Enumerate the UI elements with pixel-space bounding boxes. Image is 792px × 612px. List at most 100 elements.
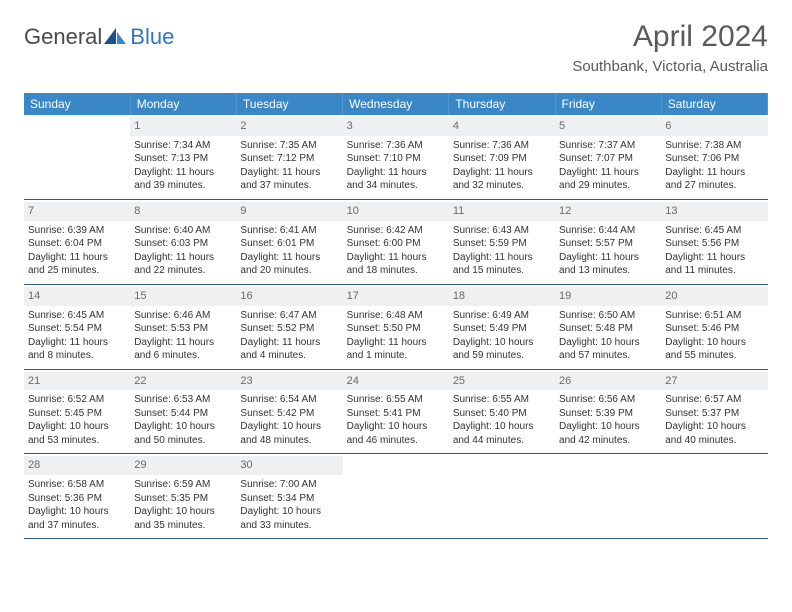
calendar-cell: 7Sunrise: 6:39 AMSunset: 6:04 PMDaylight… [24,199,130,284]
daylight-line-1: Daylight: 10 hours [453,336,551,350]
calendar-cell: 19Sunrise: 6:50 AMSunset: 5:48 PMDayligh… [555,284,661,369]
sunset-line: Sunset: 5:44 PM [134,407,232,421]
calendar-cell: 6 Sunrise: 7:38 AMSunset: 7:06 PMDaylight… [661,115,767,199]
day-number: 17 [343,287,449,306]
calendar-row: 28Sunrise: 6:58 AMSunset: 5:36 PMDayligh… [24,454,768,539]
calendar-cell [24,115,130,199]
daylight-line-2: and 40 minutes. [665,434,763,448]
day-number: 22 [130,372,236,391]
calendar-cell: 9Sunrise: 6:41 AMSunset: 6:01 PMDaylight… [236,199,342,284]
daylight-line-2: and 48 minutes. [240,434,338,448]
sunset-line: Sunset: 7:06 PM [665,152,763,166]
sunset-line: Sunset: 7:07 PM [559,152,657,166]
day-number: 29 [130,456,236,475]
calendar-cell: 5 Sunrise: 7:37 AMSunset: 7:07 PMDaylight… [555,115,661,199]
sunrise-line: Sunrise: 7:35 AM [240,139,338,153]
sunrise-line: Sunrise: 6:40 AM [134,224,232,238]
sunrise-line: Sunrise: 7:38 AM [665,139,763,153]
sunset-line: Sunset: 5:42 PM [240,407,338,421]
calendar-cell [343,454,449,539]
sunset-line: Sunset: 7:10 PM [347,152,445,166]
sunrise-line: Sunrise: 6:53 AM [134,393,232,407]
calendar-cell: 29Sunrise: 6:59 AMSunset: 5:35 PMDayligh… [130,454,236,539]
calendar-cell: 10Sunrise: 6:42 AMSunset: 6:00 PMDayligh… [343,199,449,284]
daylight-line-2: and 37 minutes. [240,179,338,193]
daylight-line-1: Daylight: 11 hours [240,166,338,180]
day-number: 18 [449,287,555,306]
calendar-cell: 21Sunrise: 6:52 AMSunset: 5:45 PMDayligh… [24,369,130,454]
sunrise-line: Sunrise: 6:45 AM [28,309,126,323]
calendar-cell: 22 Sunrise: 6:53 AMSunset: 5:44 PMDayligh… [130,369,236,454]
sunset-line: Sunset: 6:01 PM [240,237,338,251]
daylight-line-2: and 44 minutes. [453,434,551,448]
calendar-cell: 27Sunrise: 6:57 AMSunset: 5:37 PMDayligh… [661,369,767,454]
sunrise-line: Sunrise: 6:49 AM [453,309,551,323]
sunrise-line: Sunrise: 6:55 AM [347,393,445,407]
sunrise-line: Sunrise: 6:59 AM [134,478,232,492]
daylight-line-2: and 39 minutes. [134,179,232,193]
calendar-cell: 24Sunrise: 6:55 AMSunset: 5:41 PMDayligh… [343,369,449,454]
day-number: 11 [449,202,555,221]
day-number: 20 [661,287,767,306]
calendar-cell [661,454,767,539]
daylight-line-2: and 42 minutes. [559,434,657,448]
daylight-line-1: Daylight: 11 hours [453,251,551,265]
daylight-line-2: and 29 minutes. [559,179,657,193]
day-number: 7 [24,202,130,221]
sunset-line: Sunset: 5:36 PM [28,492,126,506]
sunrise-line: Sunrise: 6:48 AM [347,309,445,323]
logo: General Blue [24,24,174,50]
sunset-line: Sunset: 5:40 PM [453,407,551,421]
day-number: 24 [343,372,449,391]
day-number: 9 [236,202,342,221]
sunrise-line: Sunrise: 6:51 AM [665,309,763,323]
daylight-line-1: Daylight: 10 hours [347,420,445,434]
calendar-cell: 23Sunrise: 6:54 AMSunset: 5:42 PMDayligh… [236,369,342,454]
day-number: 4 [449,117,555,136]
daylight-line-2: and 4 minutes. [240,349,338,363]
daylight-line-2: and 1 minute. [347,349,445,363]
day-number: 5 [555,117,661,136]
location-text: Southbank, Victoria, Australia [572,58,768,75]
sunrise-line: Sunrise: 7:37 AM [559,139,657,153]
sunset-line: Sunset: 5:52 PM [240,322,338,336]
day-number: 26 [555,372,661,391]
sunset-line: Sunset: 5:54 PM [28,322,126,336]
daylight-line-1: Daylight: 11 hours [559,166,657,180]
weekday-thursday: Thursday [449,93,555,115]
sunrise-line: Sunrise: 6:56 AM [559,393,657,407]
sunrise-line: Sunrise: 6:50 AM [559,309,657,323]
sunset-line: Sunset: 5:39 PM [559,407,657,421]
calendar-cell: 26Sunrise: 6:56 AMSunset: 5:39 PMDayligh… [555,369,661,454]
daylight-line-1: Daylight: 11 hours [665,251,763,265]
day-number: 6 [661,117,767,136]
sunrise-line: Sunrise: 6:58 AM [28,478,126,492]
daylight-line-1: Daylight: 10 hours [28,420,126,434]
sunset-line: Sunset: 7:12 PM [240,152,338,166]
sunrise-line: Sunrise: 7:36 AM [453,139,551,153]
sunrise-line: Sunrise: 7:00 AM [240,478,338,492]
weekday-friday: Friday [555,93,661,115]
logo-text-general: General [24,24,102,50]
sunset-line: Sunset: 5:49 PM [453,322,551,336]
daylight-line-2: and 22 minutes. [134,264,232,278]
calendar-cell: 20Sunrise: 6:51 AMSunset: 5:46 PMDayligh… [661,284,767,369]
sunset-line: Sunset: 5:53 PM [134,322,232,336]
header: General Blue April 2024 Southbank, Victo… [24,20,768,75]
daylight-line-2: and 33 minutes. [240,519,338,533]
daylight-line-1: Daylight: 10 hours [134,420,232,434]
daylight-line-1: Daylight: 11 hours [28,251,126,265]
sunrise-line: Sunrise: 6:39 AM [28,224,126,238]
sunset-line: Sunset: 6:00 PM [347,237,445,251]
sunrise-line: Sunrise: 6:42 AM [347,224,445,238]
daylight-line-1: Daylight: 11 hours [559,251,657,265]
daylight-line-2: and 11 minutes. [665,264,763,278]
sunset-line: Sunset: 5:56 PM [665,237,763,251]
daylight-line-1: Daylight: 11 hours [347,336,445,350]
calendar-cell [555,454,661,539]
calendar-cell: 8Sunrise: 6:40 AMSunset: 6:03 PMDaylight… [130,199,236,284]
sunrise-line: Sunrise: 6:52 AM [28,393,126,407]
daylight-line-1: Daylight: 11 hours [665,166,763,180]
calendar-cell: 3Sunrise: 7:36 AMSunset: 7:10 PMDaylight… [343,115,449,199]
weekday-monday: Monday [130,93,236,115]
